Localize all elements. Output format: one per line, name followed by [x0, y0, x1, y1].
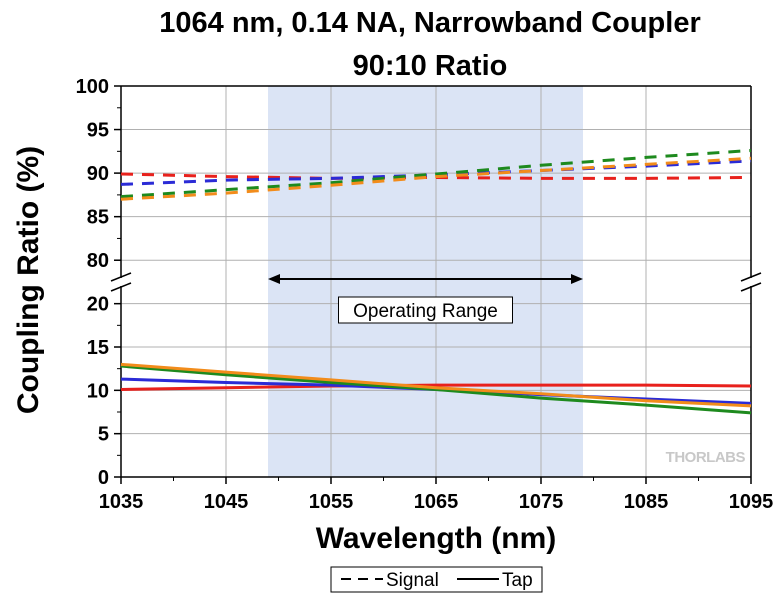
axis-break-mark [740, 272, 762, 282]
legend: Signal Tap [330, 566, 543, 593]
chart-title-line-2: 90:10 Ratio [353, 50, 508, 82]
y-tick-label-upper: 95 [87, 120, 109, 142]
x-axis-title: Wavelength (nm) [316, 522, 557, 555]
y-tick-label-upper: 80 [87, 250, 109, 272]
x-tick-label: 1065 [414, 491, 459, 513]
chart-title-line-1: 1064 nm, 0.14 NA, Narrowband Coupler [159, 7, 700, 39]
y-tick-label-lower: 0 [98, 467, 109, 489]
operating-range-label-box [338, 296, 513, 324]
y-tick-label-lower: 5 [98, 424, 109, 446]
y-tick-label-upper: 85 [87, 207, 109, 229]
legend-signal-label: Signal [386, 570, 439, 591]
y-tick-label-upper: 90 [87, 163, 109, 185]
operating-range-arrowhead-left [268, 274, 280, 284]
x-tick-label: 1045 [204, 491, 249, 513]
x-tick-label: 1085 [624, 491, 669, 513]
axis-break-mark [740, 282, 762, 292]
thorlabs-logo: THORLABS [666, 449, 746, 466]
operating-range-shading [268, 86, 583, 477]
legend-tap-label: Tap [502, 570, 533, 591]
y-tick-label-lower: 15 [87, 337, 109, 359]
y-tick-label-lower: 20 [87, 294, 109, 316]
x-tick-label: 1035 [99, 491, 144, 513]
operating-range-arrowhead-right [571, 274, 583, 284]
x-tick-label: 1095 [729, 491, 774, 513]
tap-series-line [120, 364, 752, 415]
plot-area: 1035 1045 1055 1065 1075 1085 1095 80 85 90 95 100 0… [76, 76, 774, 513]
x-tick-label: 1055 [309, 491, 354, 513]
axis-break-gap [109, 278, 133, 286]
signal-series-line [120, 148, 752, 199]
operating-range-label: Operating Range [353, 301, 498, 322]
signal-series-line [120, 156, 752, 201]
y-tick-label-lower: 10 [87, 380, 109, 402]
y-axis-title: Coupling Ratio (%) [12, 146, 45, 414]
y-tick-label-upper: 100 [76, 76, 109, 98]
x-tick-label: 1075 [519, 491, 564, 513]
axis-break-gap [739, 278, 763, 286]
tap-series-line [120, 383, 752, 391]
tap-series-line [120, 362, 752, 408]
axis-break-mark [110, 272, 132, 282]
axis-break-mark [110, 282, 132, 292]
